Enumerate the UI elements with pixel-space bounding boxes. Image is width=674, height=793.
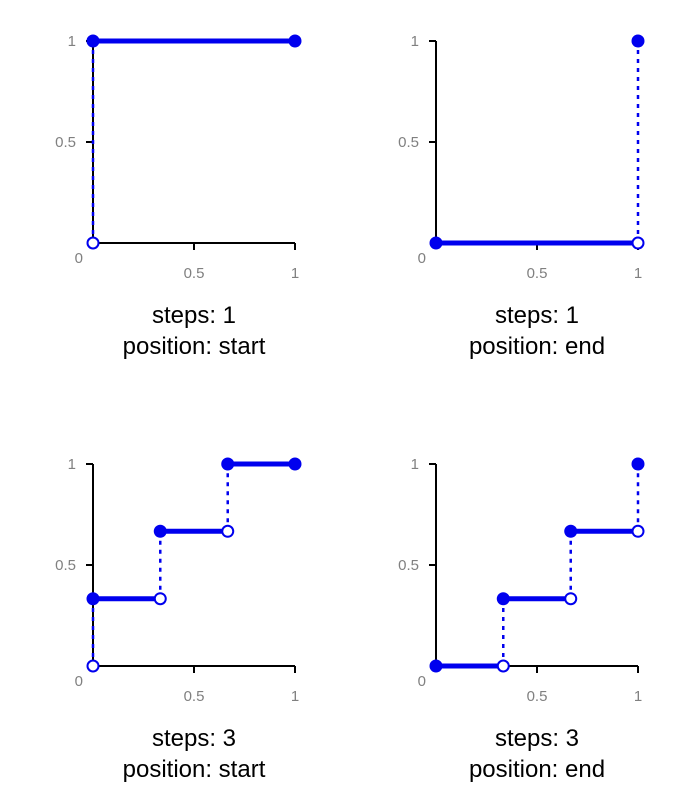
open-endpoint-marker [86, 236, 100, 250]
chart-panel-3: 0 0.5 1 0.5 1 steps: 3 position: start [55, 456, 302, 783]
closed-endpoint-marker [631, 34, 645, 48]
panel-caption-line: position: start [123, 333, 266, 360]
y-tick-label: 0.5 [398, 557, 419, 574]
x-tick-label: 1 [634, 265, 642, 282]
chart-panel-4: 0 0.5 1 0.5 1 steps: 3 position: end [398, 456, 645, 783]
panel-caption-line: position: start [123, 756, 266, 783]
closed-endpoint-marker [564, 524, 578, 538]
x-tick-label: 0.5 [527, 688, 548, 705]
y-tick-label: 1 [68, 33, 76, 50]
closed-endpoint-marker [496, 592, 510, 606]
y-tick-label: 1 [411, 33, 419, 50]
y-tick-label: 0 [75, 250, 83, 267]
open-endpoint-marker [153, 592, 167, 606]
panel-caption-line: steps: 1 [152, 302, 236, 329]
y-tick-label: 0.5 [55, 557, 76, 574]
x-tick-label: 0.5 [184, 265, 205, 282]
y-tick-label: 0 [418, 250, 426, 267]
x-tick-label: 0.5 [184, 688, 205, 705]
chart-panel-2: 0 0.5 1 0.5 1 steps: 1 position: end [398, 33, 645, 360]
closed-endpoint-marker [288, 457, 302, 471]
open-endpoint-marker [631, 236, 645, 250]
closed-endpoint-marker [429, 236, 443, 250]
y-tick-label: 1 [411, 456, 419, 473]
y-tick-label: 0 [75, 673, 83, 690]
open-endpoint-marker [564, 592, 578, 606]
panel-caption-line: steps: 3 [152, 725, 236, 752]
chart-panel-1: 0 0.5 1 0.5 1 steps: 1 position: start [55, 33, 302, 360]
closed-endpoint-marker [288, 34, 302, 48]
closed-endpoint-marker [153, 524, 167, 538]
open-endpoint-marker [496, 659, 510, 673]
x-tick-label: 0.5 [527, 265, 548, 282]
y-tick-label: 0.5 [55, 134, 76, 151]
open-endpoint-marker [86, 659, 100, 673]
closed-endpoint-marker [86, 34, 100, 48]
panel-caption-line: position: end [469, 756, 605, 783]
panel-caption-line: steps: 1 [495, 302, 579, 329]
closed-endpoint-marker [631, 457, 645, 471]
open-endpoint-marker [221, 524, 235, 538]
x-tick-label: 1 [634, 688, 642, 705]
closed-endpoint-marker [221, 457, 235, 471]
open-endpoint-marker [631, 524, 645, 538]
closed-endpoint-marker [429, 659, 443, 673]
y-tick-label: 1 [68, 456, 76, 473]
y-tick-label: 0 [418, 673, 426, 690]
x-tick-label: 1 [291, 265, 299, 282]
y-tick-label: 0.5 [398, 134, 419, 151]
closed-endpoint-marker [86, 592, 100, 606]
x-tick-label: 1 [291, 688, 299, 705]
panel-caption-line: steps: 3 [495, 725, 579, 752]
panel-caption-line: position: end [469, 333, 605, 360]
